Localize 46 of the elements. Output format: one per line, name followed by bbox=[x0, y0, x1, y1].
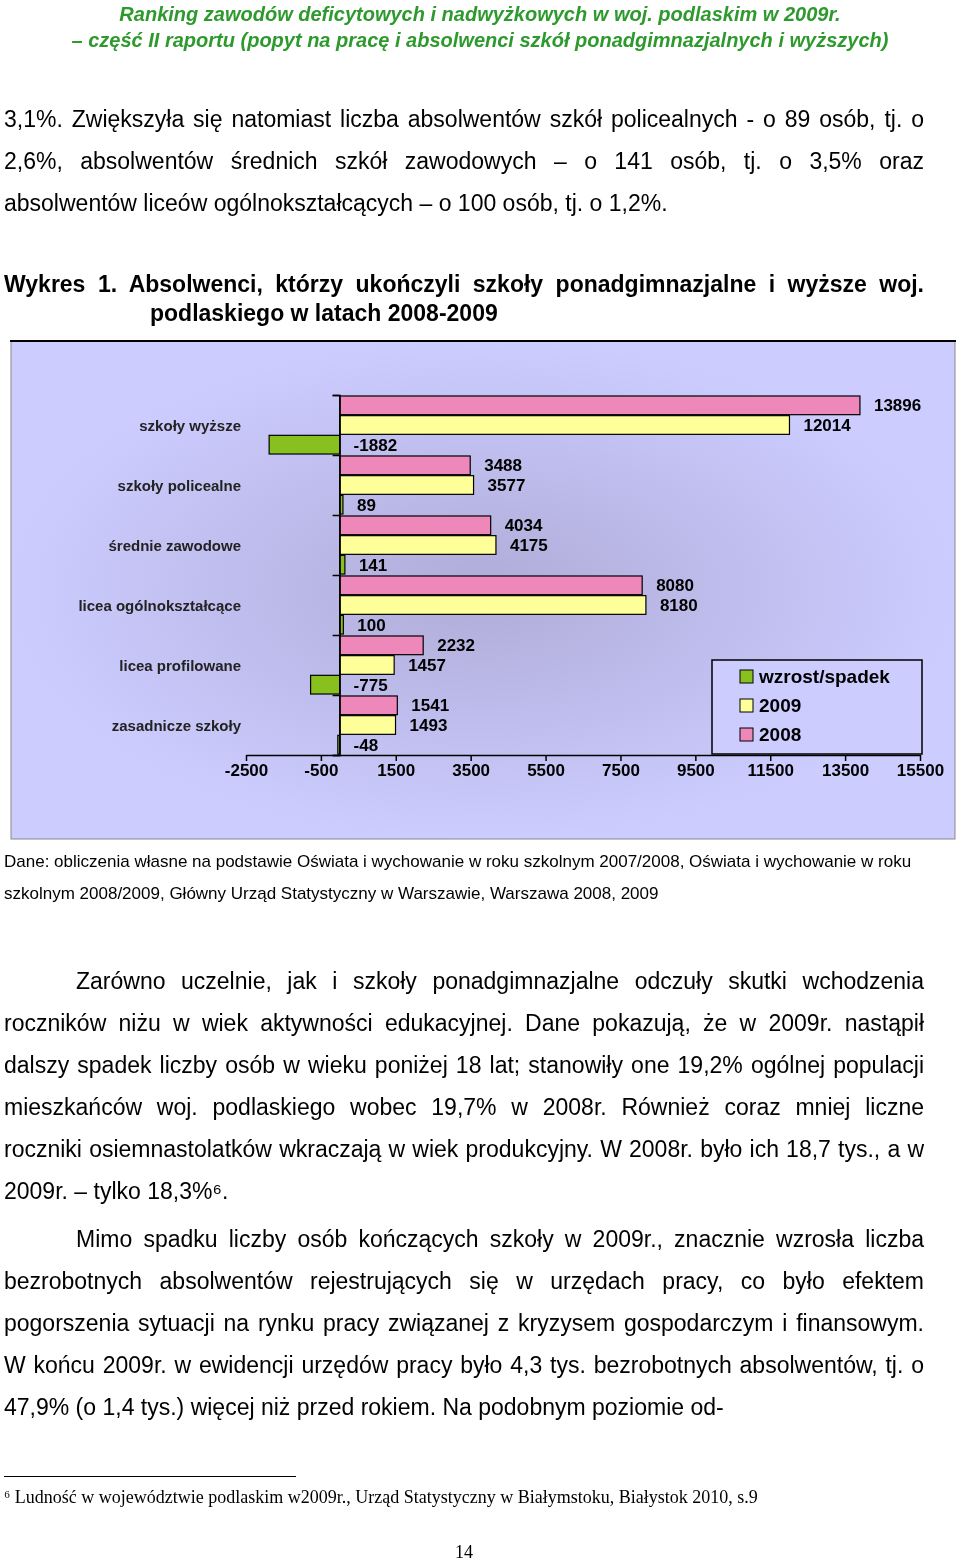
legend-label: 2008 bbox=[759, 724, 802, 745]
x-tick-label: 5500 bbox=[527, 761, 565, 781]
data-label: 2232 bbox=[437, 636, 476, 656]
y-tick-label: średnie zawodowe bbox=[108, 537, 241, 554]
x-tick-label: -500 bbox=[304, 761, 339, 781]
text: Dane: obliczenia własne na podstawie Oświata i wychowanie w roku szkolnym 2007/2008, Oświata i wychowanie w roku szkolnym 2008/2009, Główny Urząd Statystyczny w Warszawie, Warszawa 2008, 2009 bbox=[4, 851, 913, 905]
x-tick-label: 7500 bbox=[602, 761, 640, 781]
text: – część II raportu (popyt na pracę i absolwenci szkół ponadgimnazjalnych i wyższych) bbox=[70, 29, 890, 52]
x-tick-label: 15500 bbox=[896, 761, 945, 781]
x-tick-label: 3500 bbox=[452, 761, 491, 781]
data-label: -48 bbox=[353, 735, 379, 755]
text: ⁶ Ludność w województwie podlaskim w2009r., Urząd Statystyczny w Białymstoku, Białystok 2010, s.9 bbox=[4, 1487, 759, 1508]
data-label: 4034 bbox=[504, 516, 544, 536]
data-label: -1882 bbox=[353, 435, 398, 455]
text: Zarówno uczelnie, jak i szkoły ponadgimnazjalne odczuły skutki wchodzenia roczników niżu w wiek aktywności edukacyjnej. Dane pokazują, że w 2009r. nastąpił dalszy spadek liczby osób w wieku poniżej 18 lat; stanowiły one 19,2% ogólnej populacji mieszkańców woj. podlaskiego wobec 19,7% w 2008r. Również coraz mniej liczne roczniki osiemnastolatków wkraczają w wiek produkcyjny. W 2008r. było ich 18,7 tys., a w 2009r. – tylko 18,3%⁶. bbox=[4, 967, 924, 1206]
x-tick-label: 11500 bbox=[747, 761, 794, 781]
text: Ranking zawodów deficytowych i nadwyżkowych w woj. podlaskim w 2009r. bbox=[118, 3, 842, 26]
data-label: 12014 bbox=[803, 416, 852, 435]
x-tick-label: 13500 bbox=[821, 761, 870, 781]
data-label: 1457 bbox=[408, 656, 446, 675]
text: 14 bbox=[454, 1542, 474, 1563]
legend-label: wzrost/spadek bbox=[758, 666, 891, 687]
x-tick-label: -2500 bbox=[224, 761, 269, 781]
text: Mimo spadku liczby osób kończących szkoły w 2009r., znacznie wzrosła liczba bezrobotnych absolwentów rejestrujących się w urzędach pracy, co było efektem pogorszenia sytuacji na rynku pracy związanej z kryzysem gospodarczym i finansowym. W końcu 2009r. w ewidencji urzędów pracy było 4,3 tys. bezrobotnych absolwentów, tj. o 47,9% (o 1,4 tys.) więcej niż przed rokiem. Na podobnym poziomie od- bbox=[4, 1225, 924, 1422]
data-label: 3488 bbox=[484, 456, 523, 476]
y-tick-label: szkoły policealne bbox=[117, 477, 241, 494]
data-label: 141 bbox=[358, 555, 388, 575]
data-label: 4175 bbox=[509, 536, 548, 555]
data-label: 8080 bbox=[656, 576, 694, 596]
x-tick-label: 9500 bbox=[676, 761, 715, 781]
y-tick-label: licea profilowane bbox=[119, 657, 241, 674]
legend-label: 2009 bbox=[759, 695, 802, 716]
data-label: 1493 bbox=[409, 716, 448, 735]
data-label: 13896 bbox=[873, 396, 922, 416]
data-label: 89 bbox=[356, 495, 376, 515]
x-tick-label: 1500 bbox=[377, 761, 416, 781]
data-label: 1541 bbox=[411, 696, 450, 716]
data-label: 3577 bbox=[487, 476, 526, 495]
data-label: -775 bbox=[353, 675, 388, 695]
y-tick-label: licea ogólnokształcące bbox=[78, 597, 241, 614]
chart-title: Wykres 1. Absolwenci, którzy ukończyli szkoły ponadgimnazjalne i wyższe woj. podlaskiego w latach 2008-2009 bbox=[4, 270, 924, 328]
y-tick-label: szkoły wyższe bbox=[139, 417, 241, 434]
y-tick-label: zasadnicze szkoły bbox=[111, 717, 242, 734]
data-label: 8180 bbox=[659, 596, 698, 615]
text: 3,1%. Zwiększyła się natomiast liczba absolwentów szkół policealnych - o 89 osób, tj. o 2,6%, absolwentów średnich szkół zawodowych – o 141 osób, tj. o 3,5% oraz absolwentów liceów ogólnokształcących – o 100 osób, tj. o 1,2%. bbox=[4, 105, 924, 218]
data-label: 100 bbox=[357, 615, 386, 635]
